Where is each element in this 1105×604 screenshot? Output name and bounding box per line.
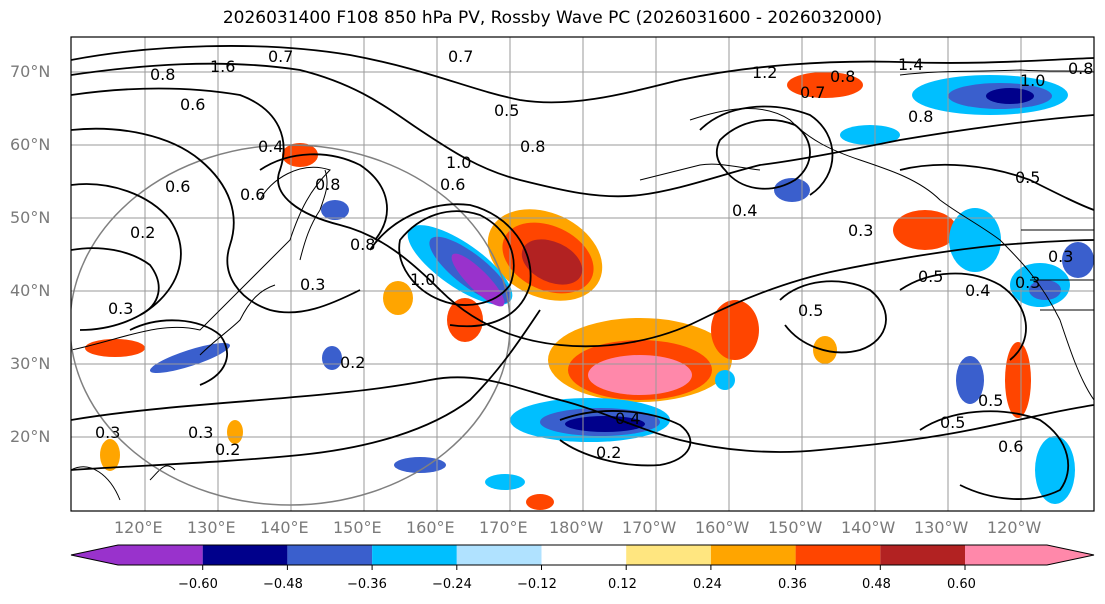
lon-label: 160°W bbox=[695, 518, 750, 537]
lon-label: 130°E bbox=[187, 518, 236, 537]
pv-contours bbox=[71, 45, 1094, 500]
colorbar-tick-label: −0.24 bbox=[432, 577, 472, 592]
contour-label: 0.7 bbox=[268, 47, 293, 66]
contour-label: 0.3 bbox=[108, 299, 133, 318]
colorbar-segment bbox=[287, 545, 373, 565]
contour-label: 0.3 bbox=[1015, 273, 1040, 292]
contour-label: 0.4 bbox=[615, 409, 640, 428]
range-circle bbox=[71, 144, 511, 506]
coastlines bbox=[71, 69, 1094, 501]
colorbar-tick-label: 0.48 bbox=[862, 577, 891, 592]
lon-label: 150°W bbox=[768, 518, 823, 537]
lon-label: 130°W bbox=[914, 518, 969, 537]
contour-label: 0.8 bbox=[315, 175, 340, 194]
colorbar bbox=[70, 544, 1095, 570]
lat-label: 30°N bbox=[10, 354, 51, 373]
colorbar-tick-label: 0.60 bbox=[947, 577, 976, 592]
colorbar-segment bbox=[795, 545, 881, 565]
contour-label: 1.6 bbox=[210, 57, 235, 76]
contour-label: 0.3 bbox=[300, 275, 325, 294]
colorbar-tick-label: 0.36 bbox=[778, 577, 807, 592]
colorbar-segment bbox=[372, 545, 457, 565]
map-frame bbox=[70, 36, 1095, 512]
contour-label: 0.8 bbox=[1068, 59, 1093, 78]
lon-label: 170°W bbox=[622, 518, 677, 537]
contour-label: 0.4 bbox=[965, 281, 990, 300]
contour-label: 0.5 bbox=[940, 413, 965, 432]
colorbar-segment bbox=[880, 545, 965, 565]
lon-label: 120°E bbox=[114, 518, 163, 537]
colorbar-tick-label: −0.60 bbox=[178, 577, 218, 592]
contour-label: 0.2 bbox=[596, 443, 621, 462]
anomaly-shading bbox=[85, 72, 1094, 510]
contour-label: 1.0 bbox=[410, 270, 435, 289]
lon-label: 150°E bbox=[333, 518, 382, 537]
lon-label: 170°E bbox=[479, 518, 528, 537]
lon-label: 180°W bbox=[549, 518, 604, 537]
lat-label: 70°N bbox=[10, 62, 51, 81]
contour-label: 0.5 bbox=[798, 301, 823, 320]
contour-label: 1.0 bbox=[446, 153, 471, 172]
colorbar-tick-label: 0.12 bbox=[608, 577, 637, 592]
colorbar-tick-label: −0.12 bbox=[517, 577, 557, 592]
contour-label: 0.2 bbox=[130, 223, 155, 242]
contour-label: 0.5 bbox=[494, 101, 519, 120]
colorbar-tick-label: −0.36 bbox=[347, 577, 387, 592]
contour-label: 0.6 bbox=[998, 437, 1023, 456]
contour-label: 0.5 bbox=[1015, 168, 1040, 187]
contour-label: 0.3 bbox=[848, 221, 873, 240]
contour-label: 0.3 bbox=[1048, 247, 1073, 266]
colorbar-extend-low bbox=[71, 545, 118, 565]
colorbar-segment bbox=[710, 545, 796, 565]
colorbar-segment bbox=[118, 545, 203, 565]
colorbar-tick-label: 0.24 bbox=[693, 577, 722, 592]
lon-label: 140°E bbox=[260, 518, 309, 537]
contour-label: 0.4 bbox=[258, 137, 283, 156]
colorbar-segment bbox=[456, 545, 542, 565]
contour-label: 0.6 bbox=[165, 177, 190, 196]
contour-label: 0.7 bbox=[800, 83, 825, 102]
lat-label: 20°N bbox=[10, 427, 51, 446]
contour-label: 0.8 bbox=[350, 235, 375, 254]
colorbar-extend-high bbox=[965, 545, 1094, 565]
contour-label: 0.6 bbox=[180, 95, 205, 114]
colorbar-segment bbox=[541, 545, 627, 565]
contour-label: 0.4 bbox=[732, 201, 757, 220]
contour-label: 0.3 bbox=[188, 423, 213, 442]
lon-label: 160°E bbox=[406, 518, 455, 537]
contour-label: 0.2 bbox=[340, 353, 365, 372]
contour-label: 0.7 bbox=[448, 47, 473, 66]
lon-label: 120°W bbox=[987, 518, 1042, 537]
contour-label: 0.2 bbox=[215, 440, 240, 459]
contour-label: 0.5 bbox=[918, 267, 943, 286]
contour-label: 0.8 bbox=[520, 137, 545, 156]
contour-label: 0.8 bbox=[908, 107, 933, 126]
contour-label: 1.0 bbox=[1020, 71, 1045, 90]
contour-label: 0.8 bbox=[830, 67, 855, 86]
lon-label: 140°W bbox=[841, 518, 896, 537]
colorbar-segment bbox=[202, 545, 288, 565]
contour-label: 0.6 bbox=[240, 185, 265, 204]
contour-label-group: 0.8 1.6 0.7 0.6 0.5 0.7 1.2 0.8 0.7 1.4 … bbox=[95, 47, 1093, 462]
contour-label: 0.3 bbox=[95, 423, 120, 442]
contour-label: 0.6 bbox=[440, 175, 465, 194]
lat-label: 60°N bbox=[10, 135, 51, 154]
contour-label: 0.5 bbox=[978, 391, 1003, 410]
map-title: 2026031400 F108 850 hPa PV, Rossby Wave … bbox=[222, 8, 883, 28]
contour-label: 1.2 bbox=[752, 63, 777, 82]
contour-label: 1.4 bbox=[898, 55, 923, 74]
lat-label: 40°N bbox=[10, 281, 51, 300]
lat-label: 50°N bbox=[10, 208, 51, 227]
contour-label: 0.8 bbox=[150, 65, 175, 84]
colorbar-segment bbox=[626, 545, 711, 565]
colorbar-tick-label: −0.48 bbox=[263, 577, 303, 592]
